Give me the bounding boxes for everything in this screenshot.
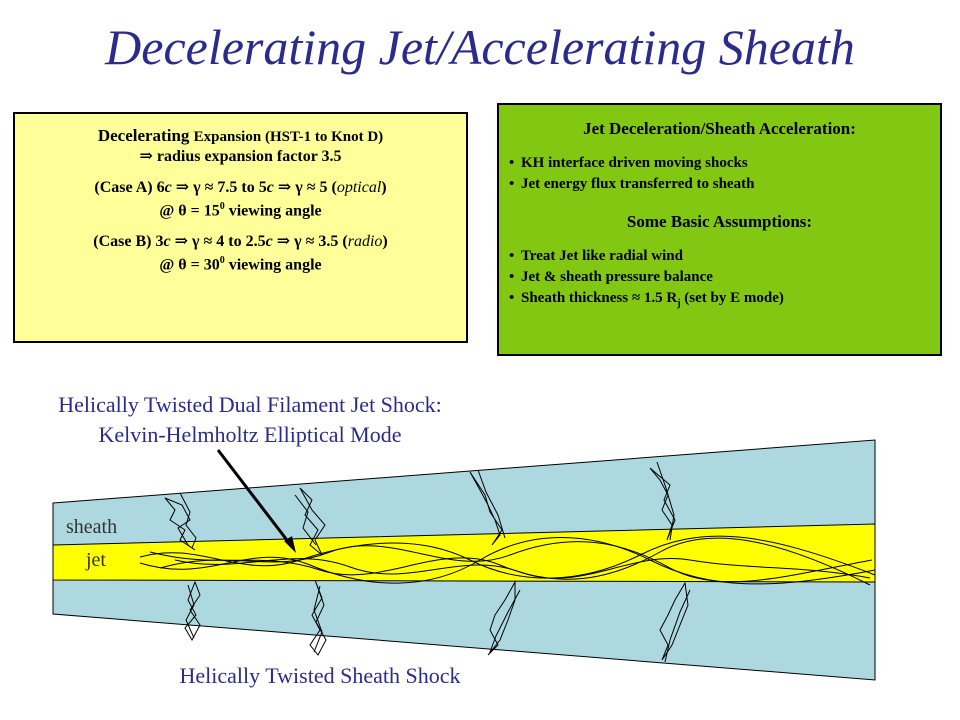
case-b-line: (Case B) 3c ⇒ γ ≈ 4 to 2.5c ⇒ γ ≈ 3.5 (r… [93,233,388,251]
upper-sheath-shocks [164,461,676,556]
radius-expansion-line: ⇒ radius expansion factor 3.5 [139,148,342,165]
bullet-item: Sheath thickness ≈ 1.5 Rj (set by E mode… [509,288,940,314]
arrow-head [284,536,296,553]
bullet-item: KH interface driven moving shocks [509,153,940,174]
sheath-label: sheath [66,516,118,538]
deceleration-expansion-box: Decelerating Expansion (HST-1 to Knot D)… [13,112,468,343]
pointer-arrow [216,449,295,549]
dual-filament-label: Helically Twisted Dual Filament Jet Shoc… [58,392,442,447]
assumptions-box: Jet Deceleration/Sheath Acceleration: KH… [497,103,942,356]
jet-label: jet [86,549,106,571]
deceleration-bullets: KH interface driven moving shocks Jet en… [499,153,940,195]
assumptions-heading: Some Basic Assumptions: [626,212,813,231]
slide-title: Decelerating Jet/Accelerating Sheath [105,19,855,75]
jet-filaments [139,535,876,586]
bullet-item: Jet & sheath pressure balance [509,267,940,288]
case-b-angle: @ θ = 300 viewing angle [159,255,322,274]
assumptions-bullets: Treat Jet like radial wind Jet & sheath … [499,246,940,314]
bullet-item: Jet energy flux transferred to sheath [509,174,940,195]
deceleration-heading: Jet Deceleration/Sheath Acceleration: [583,119,856,138]
lower-sheath-shocks [184,579,691,663]
case-a-angle: @ θ = 150 viewing angle [159,201,322,220]
sheath-shock-label: Helically Twisted Sheath Shock [179,663,461,688]
expansion-heading: Decelerating Expansion (HST-1 to Knot D) [97,126,384,145]
bullet-item: Treat Jet like radial wind [509,246,940,267]
case-a-line: (Case A) 6c ⇒ γ ≈ 7.5 to 5c ⇒ γ ≈ 5 (opt… [94,179,387,196]
